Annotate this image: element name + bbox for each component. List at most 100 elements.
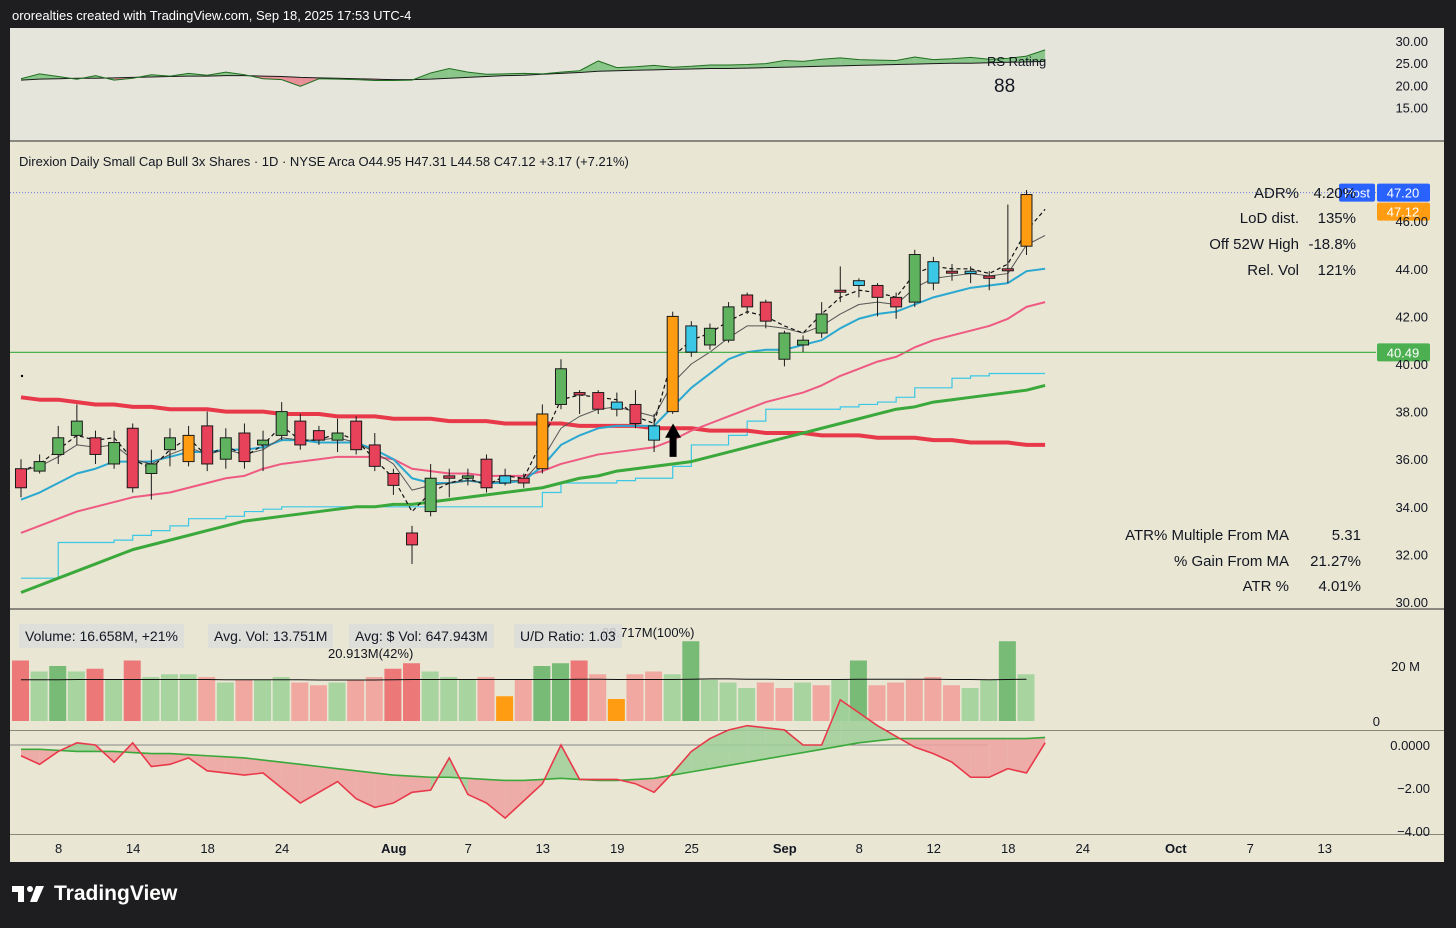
candle-body bbox=[946, 270, 958, 274]
candle-body bbox=[666, 315, 679, 413]
osc-tick-4: −4.00 bbox=[1397, 824, 1430, 839]
volume-bar bbox=[347, 679, 365, 721]
candle-body bbox=[685, 325, 698, 353]
price-panel-bg bbox=[10, 141, 1444, 609]
osc-fill-segment bbox=[263, 760, 282, 788]
vol-tick-20m: 20 M bbox=[1391, 659, 1420, 674]
rs-fill-segment bbox=[896, 56, 915, 65]
rs-line bbox=[20, 49, 1046, 87]
price-tick-label-3: 40.00 bbox=[1395, 357, 1428, 372]
rs-fill-segment bbox=[877, 60, 897, 65]
osc-signal-line bbox=[21, 736, 1046, 782]
level-price-label-text: 40.49 bbox=[1387, 345, 1420, 360]
osc-fill-segment bbox=[169, 753, 189, 765]
vol-annotation-42: 20.913M(42%) bbox=[328, 646, 413, 661]
candle-body bbox=[927, 261, 940, 284]
post-tag-box bbox=[1339, 183, 1375, 202]
osc-fill-segment bbox=[467, 778, 487, 804]
volume-readout: Volume: 16.658M, +21% bbox=[19, 624, 184, 648]
candle-body bbox=[871, 284, 884, 298]
candle-body bbox=[536, 413, 549, 470]
candle-body bbox=[648, 425, 661, 441]
osc-fill-segment bbox=[877, 725, 897, 741]
candle-body bbox=[1020, 194, 1033, 247]
osc-fill-segment bbox=[207, 755, 226, 773]
stat-bottom-label-2: ATR % bbox=[1243, 578, 1289, 595]
candle-body bbox=[778, 332, 791, 360]
volume-bar bbox=[998, 641, 1016, 721]
volume-bar bbox=[514, 679, 532, 721]
osc-fill-segment bbox=[933, 738, 952, 763]
x-tick-label-5: 7 bbox=[465, 841, 472, 856]
footer-brand: TradingView bbox=[12, 882, 177, 906]
rs-rating-value: 88 bbox=[994, 76, 1015, 97]
x-tick-label-6: 13 bbox=[536, 841, 550, 856]
x-axis bbox=[10, 835, 1444, 862]
rs-fill-segment bbox=[691, 64, 710, 69]
x-tick-label-2: 18 bbox=[200, 841, 214, 856]
osc-fill-segment bbox=[244, 757, 264, 776]
rs-fill-segment bbox=[467, 72, 487, 78]
candle-body bbox=[852, 280, 865, 286]
osc-fill-segment bbox=[989, 738, 1008, 778]
volume-bar bbox=[403, 663, 421, 721]
candle-body bbox=[163, 437, 176, 451]
rs-tick-label-1: 25.00 bbox=[1395, 56, 1428, 71]
candle-body bbox=[406, 532, 419, 546]
rs-fill-segment bbox=[709, 64, 729, 69]
price-tick-label-0: 46.00 bbox=[1395, 214, 1428, 229]
x-tick-label-1: 14 bbox=[126, 841, 140, 856]
candle-body bbox=[759, 301, 772, 322]
stat-bottom-value-0: 5.31 bbox=[1332, 527, 1361, 544]
rs-tick-label-3: 15.00 bbox=[1395, 101, 1428, 116]
x-tick-label-10: 8 bbox=[856, 841, 863, 856]
candle-body bbox=[722, 306, 735, 341]
osc-fill-segment bbox=[412, 776, 431, 793]
volume-bar bbox=[905, 679, 923, 721]
candle-body bbox=[145, 463, 158, 474]
candle-body bbox=[629, 403, 642, 424]
oscillator-panel bbox=[10, 698, 1444, 834]
candle-body bbox=[33, 461, 46, 472]
last-price-label-text: 47.12 bbox=[1387, 205, 1420, 220]
x-tick-label-15: 7 bbox=[1247, 841, 1254, 856]
post-tag-text: Post bbox=[1344, 186, 1370, 201]
volume-bar bbox=[458, 679, 476, 721]
rs-ma-line bbox=[20, 60, 1046, 81]
volume-bar bbox=[179, 674, 197, 721]
x-tick-label-8: 25 bbox=[684, 841, 698, 856]
osc-fill-segment bbox=[505, 780, 524, 819]
candle-body bbox=[350, 420, 363, 451]
rs-fill-segment bbox=[765, 60, 785, 68]
rs-fill-segment bbox=[784, 60, 804, 68]
candle-body bbox=[517, 477, 530, 484]
ma50-line bbox=[20, 383, 1046, 594]
post-price-label-box bbox=[1377, 183, 1430, 202]
rs-fill-segment bbox=[598, 60, 617, 72]
candle-body bbox=[908, 254, 921, 303]
volume-bar bbox=[551, 663, 569, 721]
candle-body bbox=[70, 420, 83, 436]
x-tick-label-0: 8 bbox=[55, 841, 62, 856]
osc-fill-segment bbox=[747, 725, 766, 763]
price-tick-label-6: 34.00 bbox=[1395, 500, 1428, 515]
osc-fill-segment bbox=[840, 699, 859, 747]
candle-body bbox=[610, 401, 623, 410]
osc-fill-segment bbox=[914, 738, 934, 754]
volume-bar bbox=[794, 682, 812, 721]
osc-fill-segment bbox=[486, 779, 506, 819]
volume-bar bbox=[160, 674, 178, 721]
chart-frame[interactable]: 30.00 25.00 20.00 15.00 RS Rating 88 46.00 44.0… bbox=[10, 28, 1444, 862]
rs-fill-segment bbox=[449, 68, 468, 79]
volume-bar bbox=[589, 674, 607, 721]
x-tick-label-12: 18 bbox=[1001, 841, 1015, 856]
rs-fill-segment bbox=[654, 65, 673, 70]
volume-bar bbox=[216, 682, 234, 721]
candle-body bbox=[815, 313, 828, 334]
osc-fill-segment bbox=[765, 727, 785, 759]
candle-body bbox=[108, 442, 121, 465]
osc-fill-segment bbox=[728, 725, 748, 766]
candle-body bbox=[890, 296, 903, 308]
volume-bar bbox=[943, 685, 960, 721]
